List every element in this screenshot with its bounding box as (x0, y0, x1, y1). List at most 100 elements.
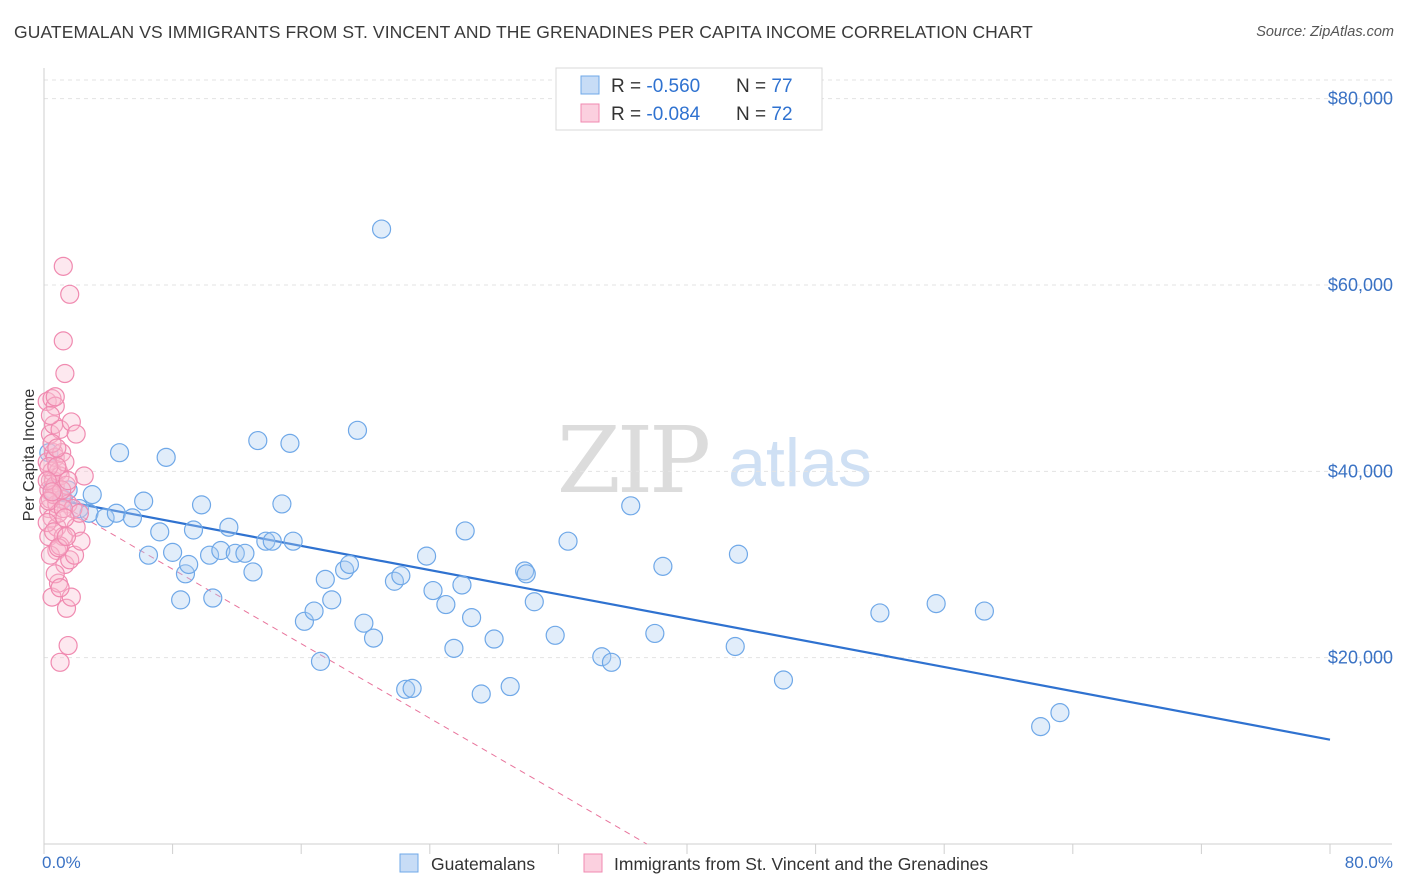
guatemalan-point (138, 545, 159, 565)
guatemalan-point (396, 679, 416, 699)
st-vincent-point (53, 256, 73, 276)
guatemalan-point (621, 496, 641, 516)
stats-swatch-pink (580, 103, 600, 123)
x-tick-label-right: 80.0% (1345, 853, 1393, 872)
guatemalan-point (225, 543, 245, 563)
guatemalan-point (444, 638, 464, 658)
st-vincent-point (37, 512, 57, 533)
guatemalan-point (304, 601, 324, 621)
stats-n-label: N = (736, 76, 771, 97)
trend-lines (43, 494, 1331, 845)
legend-swatch-blue (399, 853, 419, 873)
st-vincent-point (66, 424, 86, 444)
guatemalan-point (347, 420, 368, 440)
guatemalan-point (262, 531, 282, 551)
stats-r-label: R = (611, 104, 646, 125)
y-tick-label-20000: $20,000 (1328, 648, 1393, 668)
data-points (37, 219, 1070, 737)
st-vincent-point (56, 598, 77, 618)
guatemalan-point (773, 670, 794, 690)
svg-text:N = 72: N = 72 (736, 104, 793, 125)
guatemalan-point (95, 508, 115, 528)
y-axis-label: Per Capita Income (21, 389, 38, 522)
stats-n-value: 77 (771, 76, 792, 97)
st-vincent-point (40, 405, 61, 426)
zipatlas-watermark: ZIP atlas (557, 407, 872, 514)
stats-row-st-vincent: R = -0.084 N = 72 (580, 103, 793, 125)
svg-text:R = -0.560: R = -0.560 (611, 76, 700, 97)
legend-label-guatemalans: Guatemalans (431, 854, 535, 874)
guatemalan-point (728, 544, 749, 564)
st-vincent-point (44, 522, 64, 542)
chart-title: GUATEMALAN VS IMMIGRANTS FROM ST. VINCEN… (14, 22, 1033, 42)
guatemalan-point (191, 495, 212, 515)
guatemalan-point (183, 520, 204, 540)
svg-text:R = -0.084: R = -0.084 (611, 104, 701, 125)
guatemalan-point (363, 628, 384, 648)
axes (43, 68, 1392, 854)
st-vincent-point (48, 538, 69, 558)
st-vincent-point (58, 635, 78, 656)
guatemalan-point (109, 443, 130, 463)
legend-swatch-pink (583, 853, 603, 873)
stats-r-label: R = (611, 76, 646, 97)
guatemalan-point (484, 629, 504, 649)
guatemalan-point (256, 531, 276, 551)
guatemalan-point (592, 647, 612, 667)
st-vincent-point (50, 578, 70, 598)
x-tick-label-left: 0.0% (42, 853, 81, 872)
guatemalan-point (870, 603, 890, 623)
guatemalan-point (322, 590, 342, 610)
stats-n-value: 72 (771, 104, 792, 125)
stats-swatch-blue (580, 75, 600, 95)
guatemalan-point (545, 625, 565, 645)
guatemalan-point (391, 566, 411, 586)
guatemalan-point (725, 636, 745, 657)
guatemalan-point (452, 575, 472, 595)
guatemalan-point (243, 562, 263, 582)
st-vincent-point (56, 526, 77, 547)
y-tick-labels: $20,000 $40,000 $60,000 $80,000 (1328, 89, 1393, 668)
guatemalan-point (150, 522, 170, 542)
guatemalan-point (1050, 703, 1070, 723)
guatemalan-point (203, 588, 223, 608)
guatemalan-point (455, 521, 475, 541)
guatemalan-point (179, 554, 199, 575)
guatemalan-point (122, 508, 143, 528)
guatemalan-point (926, 594, 946, 614)
guatemalan-point (601, 652, 622, 672)
guatemalan-point (272, 494, 292, 514)
series-guatemalans (39, 219, 1070, 737)
y-tick-label-40000: $40,000 (1328, 461, 1393, 481)
guatemalan-point (354, 613, 374, 633)
guatemalan-point (219, 517, 239, 537)
guatemalan-point (524, 592, 544, 612)
st-vincent-point (45, 387, 65, 407)
guatemalan-point (558, 531, 578, 551)
guatemalan-point (423, 580, 443, 601)
guatemalan-point (339, 554, 360, 575)
st-vincent-point (71, 531, 91, 551)
st-vincent-point (55, 508, 75, 528)
guatemalan-point (106, 503, 126, 523)
st-vincent-trend-line (43, 494, 648, 845)
guatemalan-point (82, 485, 102, 505)
st-vincent-point (60, 284, 80, 304)
guatemalan-point (199, 545, 220, 565)
correlation-legend: R = -0.560 N = 77 R = -0.084 N = 72 (555, 67, 823, 131)
guatemalan-point (645, 623, 665, 644)
guatemalan-point (1031, 717, 1051, 737)
st-vincent-point (50, 652, 70, 672)
guatemalan-point (471, 684, 491, 704)
st-vincent-point (58, 471, 78, 491)
guatemalan-point (315, 569, 335, 589)
y-tick-label-80000: $80,000 (1328, 89, 1393, 109)
legend-item-st-vincent[interactable]: Immigrants from St. Vincent and the Gren… (583, 853, 988, 874)
guatemalan-point (280, 433, 300, 453)
guatemalan-point (416, 546, 437, 566)
source-credit: Source: ZipAtlas.com (1256, 24, 1394, 40)
legend-item-guatemalans[interactable]: Guatemalans (399, 853, 535, 874)
svg-text:N = 77: N = 77 (736, 76, 793, 97)
series-legend: Guatemalans Immigrants from St. Vincent … (399, 853, 988, 874)
